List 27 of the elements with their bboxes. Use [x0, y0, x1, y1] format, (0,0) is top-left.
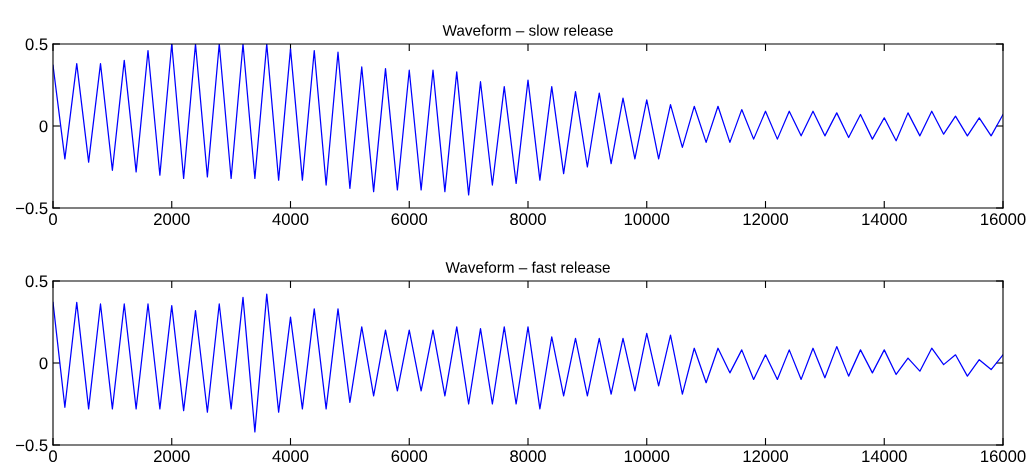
x-tick-label: 6000 [391, 450, 428, 463]
line-series [53, 293, 1003, 433]
y-tick-label: 0 [39, 120, 48, 133]
chart-title: Waveform – slow release [442, 24, 613, 36]
x-tick-label: 12000 [743, 450, 789, 463]
x-tick-label: 10000 [624, 450, 670, 463]
y-tick-label: −0.5 [16, 439, 48, 452]
chart-title: Waveform – fast release [445, 261, 610, 273]
x-tick-label: 2000 [154, 213, 190, 226]
x-tick-label: 4000 [272, 450, 309, 463]
x-tick-label: 0 [49, 450, 57, 463]
x-tick-label: 4000 [272, 213, 309, 226]
x-tick-label: 2000 [154, 450, 190, 463]
x-tick-label: 10000 [624, 213, 670, 226]
y-tick-label: −0.5 [16, 202, 48, 215]
x-tick-label: 16000 [981, 450, 1026, 463]
x-tick-label: 14000 [862, 213, 907, 226]
y-tick-label: 0.5 [25, 275, 48, 288]
y-tick-label: 0 [39, 357, 48, 370]
x-tick-label: 6000 [391, 213, 428, 226]
x-tick-label: 16000 [981, 213, 1026, 226]
x-tick-label: 12000 [743, 213, 789, 226]
y-tick-label: 0.5 [25, 38, 48, 51]
x-tick-label: 14000 [862, 450, 907, 463]
x-tick-label: 0 [49, 213, 57, 226]
x-tick-label: 8000 [510, 450, 546, 463]
x-tick-label: 8000 [510, 213, 546, 226]
